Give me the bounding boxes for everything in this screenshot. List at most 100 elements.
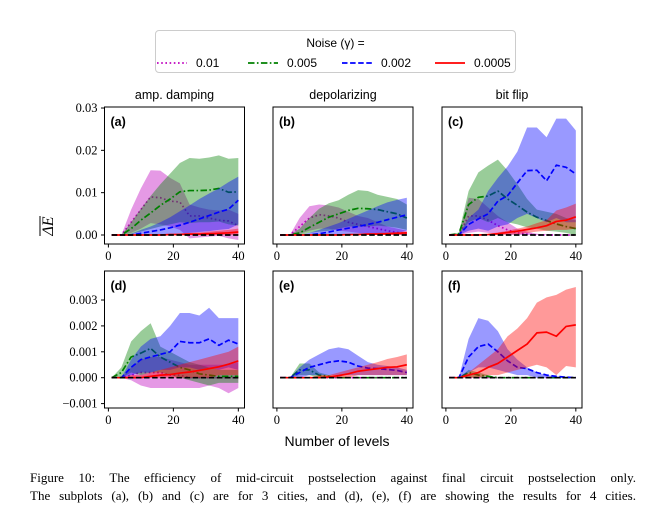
subplot-d: 0 20 40 −0.001 0.000 0.001 0.002 0.003 (d) <box>62 270 245 427</box>
panel-label: (d) <box>111 279 127 293</box>
x-tick-label: 40 <box>232 413 245 427</box>
mean-line-noise-0-005 <box>449 190 577 236</box>
x-tick-label: 0 <box>274 249 280 263</box>
mean-line-noise-0-005 <box>111 187 239 236</box>
panel-label: (b) <box>279 115 295 129</box>
plot-area <box>280 190 408 236</box>
confidence-band-noise-0-005 <box>111 155 239 235</box>
mean-line-noise-0-002 <box>111 338 239 379</box>
y-tick-label: 0.003 <box>69 293 97 307</box>
caption-line: Figure 10: The efficiency of mid-circuit… <box>30 470 636 485</box>
panel-label: (f) <box>448 279 461 293</box>
axes-frame <box>272 106 414 245</box>
confidence-band-noise-0-0005 <box>280 354 407 378</box>
x-tick-label: 0 <box>274 413 280 427</box>
axes-frame <box>272 270 414 409</box>
x-tick-label: 20 <box>336 413 349 427</box>
subplot-c: 0 20 40 bit flip (c) <box>441 88 583 263</box>
confidence-band-noise-0-01 <box>449 197 576 235</box>
panel-label: (a) <box>111 115 126 129</box>
subplot-title: amp. damping <box>135 88 214 102</box>
x-axis-label: Number of levels <box>284 433 390 449</box>
y-axis-label-text: ΔE <box>40 216 57 236</box>
legend-entry: 0.002 <box>342 55 411 71</box>
x-tick-label: 0 <box>105 249 111 263</box>
caption-line: The subplots (a), (b) and (c) are for 3 … <box>30 488 636 503</box>
y-tick-label: 0.00 <box>76 228 98 242</box>
x-tick-label: 0 <box>443 413 449 427</box>
legend-label: 0.0005 <box>474 56 511 70</box>
x-tick-label: 20 <box>167 413 180 427</box>
mean-line-noise-0-005 <box>280 369 407 379</box>
mean-line-noise-0-005 <box>280 207 408 236</box>
subplot-title: bit flip <box>496 88 529 102</box>
axes-frame <box>441 270 583 409</box>
axes-frame <box>104 106 245 245</box>
x-tick-label: 20 <box>505 249 518 263</box>
mean-line-noise-0-005 <box>111 347 239 379</box>
confidence-band-noise-0-002 <box>280 197 407 235</box>
x-tick-label: 40 <box>232 249 245 263</box>
legend-entry: 0.01 <box>157 55 219 71</box>
axes-background <box>273 271 413 408</box>
plot-area <box>449 287 576 379</box>
mean-line-noise-0-01 <box>280 213 407 236</box>
x-tick-label: 0 <box>443 249 449 263</box>
figure-caption: Figure 10: The efficiency of mid-circuit… <box>30 469 636 505</box>
x-tick-label: 20 <box>505 413 518 427</box>
mean-line-noise-0-002 <box>449 164 577 236</box>
subplot-a: 0 20 40 0.00 0.01 0.02 0.03 amp. damping (a) <box>76 88 245 263</box>
panel-label: (e) <box>279 279 294 293</box>
axes-frame <box>104 270 245 409</box>
legend-label: 0.005 <box>287 56 318 70</box>
y-tick-label: 0.01 <box>76 186 98 200</box>
subplot-b: 0 20 40 depolarizing (b) <box>272 88 414 263</box>
axes-background <box>442 271 582 408</box>
confidence-band-noise-0-002 <box>111 176 239 235</box>
subplot-title: depolarizing <box>309 88 376 102</box>
confidence-band-noise-0-01 <box>111 170 239 241</box>
mean-line-noise-0-01 <box>111 371 239 379</box>
x-tick-label: 20 <box>336 249 349 263</box>
x-tick-label: 0 <box>105 413 111 427</box>
legend-line-sample-dashdot <box>248 62 278 64</box>
confidence-band-noise-0-005 <box>449 159 576 235</box>
confidence-band-noise-0-002 <box>449 118 576 235</box>
x-tick-label: 40 <box>570 249 583 263</box>
legend-entry: 0.0005 <box>435 55 511 71</box>
subplot-f: 0 20 40 (f) <box>441 270 583 427</box>
legend-label: 0.002 <box>381 56 412 70</box>
axes-background <box>104 107 245 244</box>
confidence-band-noise-0-002 <box>111 307 239 378</box>
axes-background <box>104 271 245 408</box>
x-tick-label: 20 <box>167 249 180 263</box>
axes-background <box>273 107 413 244</box>
x-tick-label: 40 <box>401 413 414 427</box>
x-tick-label: 40 <box>570 413 583 427</box>
y-tick-label: 0.03 <box>76 101 98 115</box>
plot-area <box>449 118 577 236</box>
legend-line-sample-solid <box>435 62 465 64</box>
legend-line-sample-dashed <box>342 62 372 64</box>
confidence-band-noise-0-002 <box>449 318 576 378</box>
y-tick-label: −0.001 <box>62 397 97 411</box>
axes-frame <box>441 106 583 245</box>
plot-area <box>111 155 239 241</box>
confidence-band-noise-0-0005 <box>449 203 576 235</box>
y-tick-label: 0.000 <box>69 371 97 385</box>
y-tick-label: 0.002 <box>69 319 97 333</box>
legend: Noise (γ) = 0.01 0.005 0.002 0.0005 <box>155 30 516 73</box>
confidence-band-noise-0-002 <box>280 347 407 378</box>
confidence-band-noise-0-005 <box>449 369 576 378</box>
panel-label: (c) <box>448 115 463 129</box>
x-tick-label: 40 <box>401 249 414 263</box>
legend-label: 0.01 <box>196 56 220 70</box>
y-tick-label: 0.02 <box>76 143 98 157</box>
subplot-e: 0 20 40 (e) <box>272 270 414 427</box>
plot-area <box>111 307 239 394</box>
legend-entry: 0.005 <box>248 55 317 71</box>
legend-line-sample-dotted <box>157 62 187 64</box>
confidence-band-noise-0-01 <box>280 204 407 235</box>
